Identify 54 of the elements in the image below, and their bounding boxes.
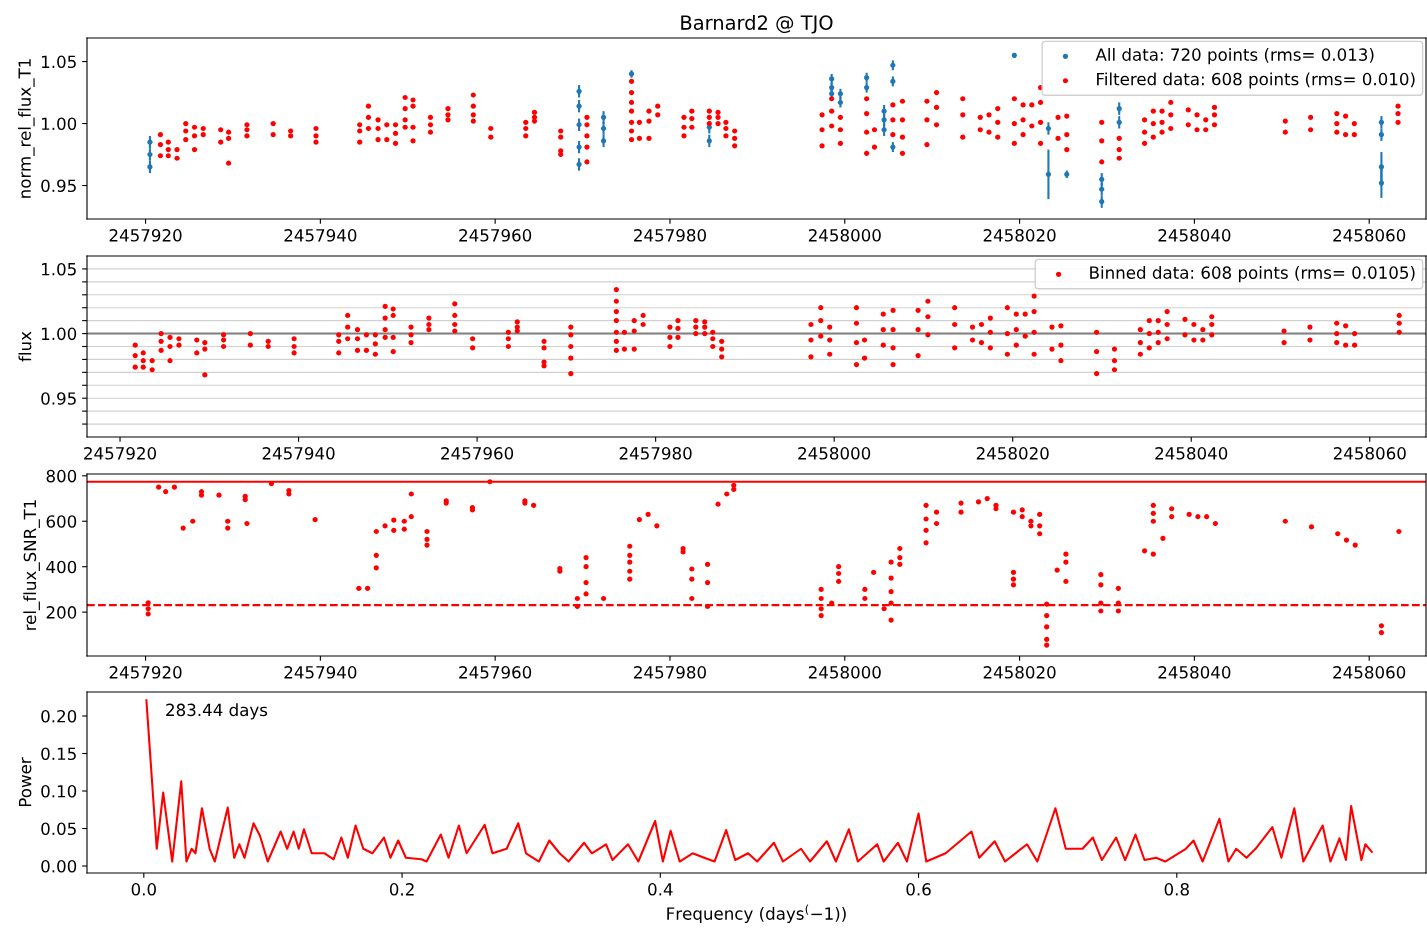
y-tick-label: 1.05	[42, 55, 76, 69]
x-tick-label: 2458040	[1158, 229, 1231, 242]
y-tick-label: 0.20	[41, 709, 77, 723]
x-tick-label: 2457940	[284, 229, 357, 242]
y-axis-title: Power	[19, 757, 32, 807]
x-tick-label: 2457960	[459, 229, 532, 242]
x-tick-label: 2458060	[1333, 666, 1406, 679]
y-tick-label: 400	[46, 560, 77, 574]
y-tick-label: 0.95	[41, 179, 76, 193]
y-tick-label: 1.00	[42, 327, 77, 341]
y-tick-label: 1.05	[42, 262, 76, 276]
x-tick-label: 0.0	[131, 883, 156, 896]
y-tick-label: 1.00	[42, 117, 77, 131]
y-tick-label: 0.95	[41, 392, 76, 405]
y-axis-title: flux	[18, 331, 32, 362]
y-tick-label: 800	[46, 469, 77, 483]
annotation: 283.44 days	[166, 703, 268, 720]
x-tick-label: 2458060	[1333, 229, 1406, 242]
x-tick-label: 0.2	[389, 883, 414, 896]
x-tick-label: 2457940	[262, 447, 335, 460]
x-tick-label: 2457960	[459, 666, 532, 679]
x-tick-label: 2458000	[808, 666, 881, 679]
x-tick-label: 2457920	[109, 666, 182, 679]
x-tick-label: 0.6	[906, 883, 931, 896]
x-tick-label: 2458000	[808, 229, 881, 242]
y-axis-title: norm_rel_flux_T1	[18, 59, 35, 198]
legend-label: Filtered data: 608 points (rms= 0.010)	[1097, 72, 1415, 89]
x-tick-label: 2457920	[109, 229, 182, 242]
x-tick-label: 2457920	[84, 447, 157, 460]
x-tick-label: 2457980	[634, 666, 706, 679]
legend-label: All data: 720 points (rms= 0.013)	[1095, 48, 1374, 65]
x-tick-label: 2458000	[798, 447, 871, 460]
y-tick-label: 200	[46, 606, 77, 619]
y-tick-label: 0.00	[41, 859, 77, 873]
y-tick-label: 600	[46, 515, 77, 528]
x-axis-title: Frequency (days$^{(}$−1))	[667, 904, 846, 924]
y-tick-label: 0.05	[41, 822, 76, 836]
x-tick-label: 2457980	[634, 229, 706, 242]
y-tick-label: 0.10	[41, 784, 77, 798]
chart-title: Barnard2 @ TJO	[681, 14, 833, 34]
y-axis-title: rel_flux_SNR_T1	[23, 500, 40, 630]
x-tick-label: 2458020	[976, 447, 1049, 460]
x-tick-label: 2457960	[441, 447, 514, 460]
y-tick-label: 0.15	[41, 747, 76, 761]
legend-label: Binned data: 608 points (rms= 0.0105)	[1090, 266, 1415, 283]
x-tick-label: 2457980	[619, 447, 692, 460]
x-tick-label: 2458040	[1155, 447, 1228, 460]
x-tick-label: 2458020	[983, 229, 1056, 242]
x-tick-label: 0.4	[648, 883, 673, 896]
x-tick-label: 2458040	[1158, 666, 1231, 679]
x-tick-label: 2458020	[983, 666, 1056, 679]
x-tick-label: 2457940	[284, 666, 357, 679]
x-tick-label: 2458060	[1333, 447, 1406, 460]
x-tick-label: 0.8	[1164, 883, 1189, 896]
